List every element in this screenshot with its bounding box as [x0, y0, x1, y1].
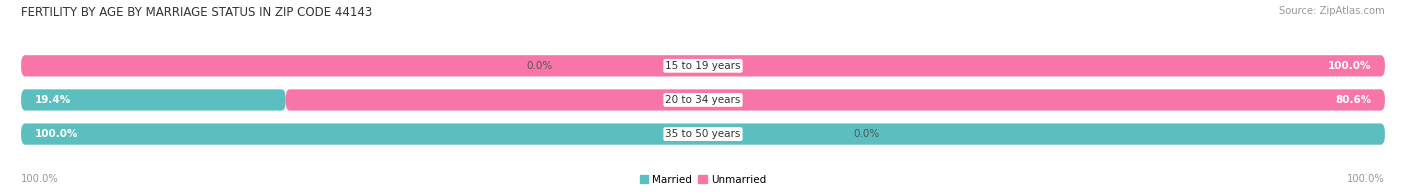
Text: 80.6%: 80.6% [1336, 95, 1371, 105]
Text: 15 to 19 years: 15 to 19 years [665, 61, 741, 71]
Legend: Married, Unmarried: Married, Unmarried [636, 171, 770, 189]
FancyBboxPatch shape [21, 55, 1385, 76]
Text: 100.0%: 100.0% [35, 129, 79, 139]
Text: Source: ZipAtlas.com: Source: ZipAtlas.com [1279, 6, 1385, 16]
FancyBboxPatch shape [21, 123, 1385, 145]
Text: 100.0%: 100.0% [1327, 61, 1371, 71]
Text: 20 to 34 years: 20 to 34 years [665, 95, 741, 105]
FancyBboxPatch shape [21, 55, 1385, 76]
Text: 0.0%: 0.0% [527, 61, 553, 71]
FancyBboxPatch shape [21, 89, 1385, 111]
Text: FERTILITY BY AGE BY MARRIAGE STATUS IN ZIP CODE 44143: FERTILITY BY AGE BY MARRIAGE STATUS IN Z… [21, 6, 373, 19]
FancyBboxPatch shape [285, 89, 1385, 111]
Text: 19.4%: 19.4% [35, 95, 70, 105]
Text: 100.0%: 100.0% [1347, 174, 1385, 184]
Text: 0.0%: 0.0% [853, 129, 879, 139]
FancyBboxPatch shape [21, 123, 1385, 145]
Text: 35 to 50 years: 35 to 50 years [665, 129, 741, 139]
FancyBboxPatch shape [21, 89, 285, 111]
Text: 100.0%: 100.0% [21, 174, 59, 184]
